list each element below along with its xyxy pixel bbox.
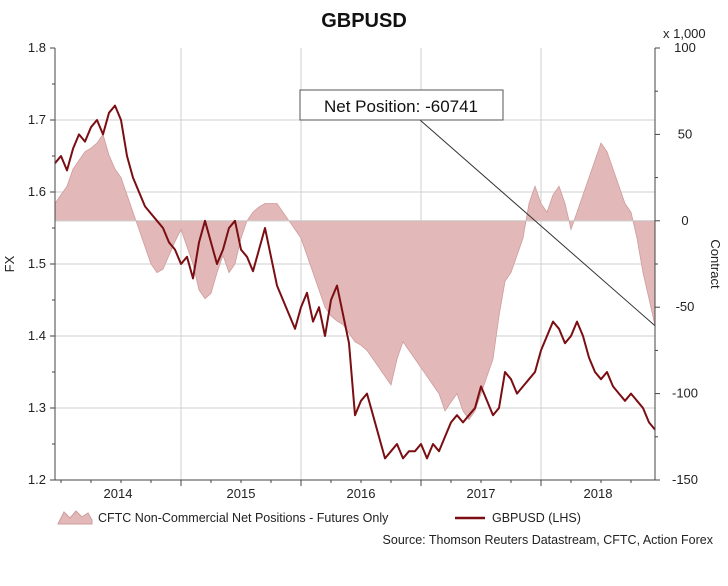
x-year-label: 2014 xyxy=(104,486,133,501)
right-tick-label: 50 xyxy=(678,126,692,141)
x-axis-year-labels: 2014 2015 2016 2017 2018 xyxy=(60,480,632,501)
gbpusd-line xyxy=(54,104,656,460)
legend: CFTC Non-Commercial Net Positions - Futu… xyxy=(57,510,581,525)
x-year-label: 2018 xyxy=(584,486,613,501)
chart-title: GBPUSD xyxy=(321,10,407,32)
right-tick-label: -100 xyxy=(672,386,698,401)
source-note: Source: Thomson Reuters Datastream, CFTC… xyxy=(383,533,714,547)
right-tick-label: -150 xyxy=(672,472,698,487)
right-tick-label: -50 xyxy=(676,299,695,314)
legend-area-swatch xyxy=(57,510,93,525)
x-year-label: 2017 xyxy=(467,486,496,501)
left-axis-title: FX xyxy=(2,255,17,272)
left-tick-label: 1.5 xyxy=(28,256,46,271)
right-axis-ticks: -150 -100 -50 0 50 100 xyxy=(655,40,698,487)
left-tick-label: 1.3 xyxy=(28,400,46,415)
left-axis-ticks: 1.2 1.3 1.4 1.5 1.6 1.7 1.8 xyxy=(28,40,55,487)
left-tick-label: 1.6 xyxy=(28,184,46,199)
right-axis-unit: x 1,000 xyxy=(663,26,706,41)
right-axis-title: Contract xyxy=(708,239,723,289)
legend-label-gbpusd: GBPUSD (LHS) xyxy=(492,511,581,525)
right-tick-label: 0 xyxy=(681,213,688,228)
right-tick-label: 100 xyxy=(674,40,696,55)
legend-label-positions: CFTC Non-Commercial Net Positions - Futu… xyxy=(98,511,389,525)
annotation-text: Net Position: -60741 xyxy=(324,97,478,116)
annotation-box xyxy=(299,89,504,121)
x-year-label: 2016 xyxy=(347,486,376,501)
left-tick-label: 1.4 xyxy=(28,328,46,343)
x-year-label: 2015 xyxy=(227,486,256,501)
annotation-leader-line xyxy=(419,119,656,327)
left-tick-label: 1.7 xyxy=(28,112,46,127)
left-tick-label: 1.2 xyxy=(28,472,46,487)
left-tick-label: 1.8 xyxy=(28,40,46,55)
net-positions-area xyxy=(54,133,656,421)
